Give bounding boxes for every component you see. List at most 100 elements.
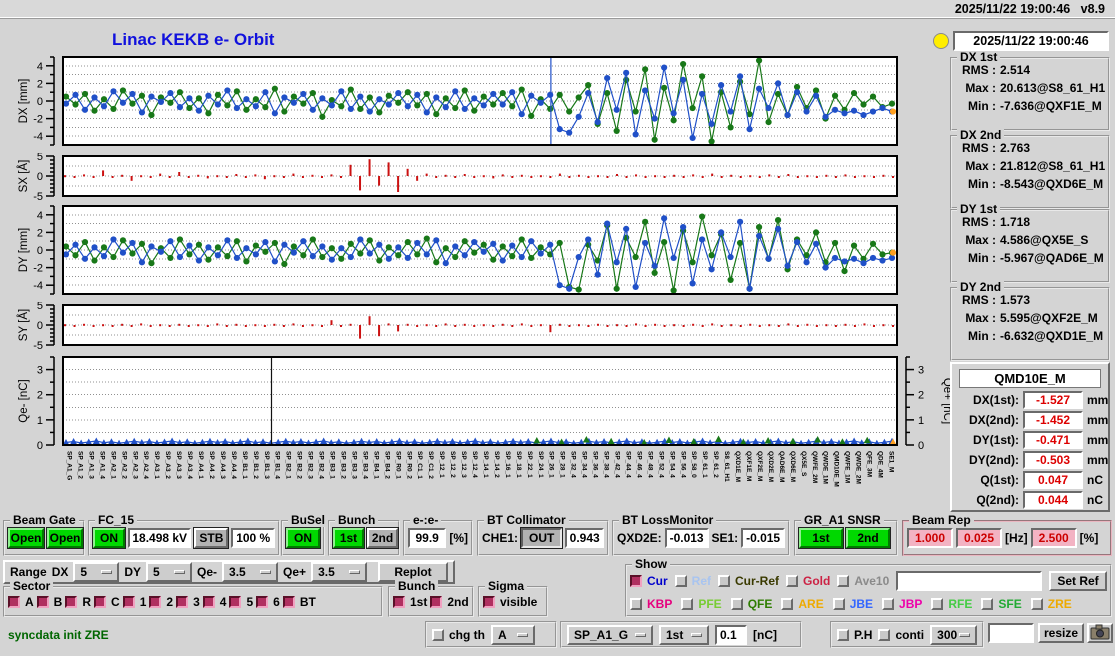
bpm-label: SP_22_1 (525, 451, 533, 478)
threshold-input[interactable] (715, 624, 747, 645)
ee-ratio-unit: [%] (449, 531, 468, 545)
sigma-checkbox-visible[interactable]: visible (483, 595, 537, 609)
bunch-checkbox-1st[interactable]: 1st (393, 595, 427, 609)
beam-gate-button-1[interactable]: Open (8, 528, 44, 548)
sector-checkbox-2[interactable]: 2 (149, 595, 173, 609)
show-checkbox-curref[interactable]: Cur-Ref (718, 574, 779, 588)
stat-min-label: Min : (968, 251, 996, 265)
snapshot-button[interactable] (1087, 623, 1113, 643)
beam-gate-button-2[interactable]: Open (47, 528, 83, 548)
stat-rms-label: RMS : (962, 293, 996, 307)
bpm-label: SP_12_3 (460, 451, 468, 478)
svg-text:0: 0 (37, 96, 43, 108)
sigma-checkbox-visible-box (483, 596, 495, 608)
show-checkbox-gold[interactable]: Gold (786, 574, 830, 588)
bpm-label: SP_14_1 (481, 451, 489, 478)
conti-checkbox[interactable]: conti (878, 628, 924, 642)
sector-checkbox-3[interactable]: 3 (176, 595, 200, 609)
sector-checkbox-4-box (202, 596, 215, 608)
bunch-checkbox-2nd[interactable]: 2nd (430, 595, 469, 609)
range-label: Range (10, 565, 47, 579)
show-checkbox-are[interactable]: ARE (781, 597, 824, 611)
chart-qe-charge: 3 2 1 0 Qe- [nC] 3 2 1 0 Qe+ [nC] (0, 354, 958, 449)
show-checkbox-pfe[interactable]: PFE (681, 597, 722, 611)
option-menu-dash-icon (635, 632, 646, 637)
show-checkbox-kbp-box (630, 598, 642, 610)
bpm-label: SP_C1_1 (416, 451, 424, 479)
sector-checkbox-r[interactable]: R (65, 595, 91, 609)
bt-collimator-out-button[interactable]: OUT (521, 528, 563, 548)
stat-min: Min : -6.632@QXD1E_M (958, 329, 1108, 343)
bpm-label: SP_A1_4 (98, 451, 106, 479)
sector-checkbox-a-label: A (25, 595, 34, 609)
svg-text:5: 5 (37, 153, 43, 163)
stat-min-value: -6.632@QXD1E_M (1000, 329, 1104, 343)
fc15-stb-button[interactable]: STB (194, 528, 229, 548)
range-dropdown-3[interactable]: 3.5 (311, 562, 368, 582)
show-checkbox-jbp-box (882, 598, 895, 610)
bpm-select-dropdown[interactable]: SP_A1_G (567, 624, 653, 645)
stat-max: Max : 5.595@QXF2E_M (958, 311, 1108, 325)
bt-lossmonitor-frame: BT LossMonitor QXD2E: -0.013 SE1: -0.015 (612, 514, 790, 556)
sector-checkbox-bt[interactable]: BT (282, 595, 316, 609)
sector-checkbox-r-label: R (82, 595, 92, 609)
sector-checkbox-6[interactable]: 6 (256, 595, 280, 609)
range-dropdown-1[interactable]: 5 (146, 562, 193, 582)
gr-snsr-1st-button[interactable]: 1st (799, 528, 843, 548)
svg-text:SX [Å]: SX [Å] (17, 160, 30, 193)
beam-rep-unit-hz: [Hz] (1005, 531, 1028, 545)
show-checkbox-jbe[interactable]: JBE (832, 597, 873, 611)
sector-checkbox-5[interactable]: 5 (229, 595, 253, 609)
chg-th-sector-dropdown[interactable]: A (491, 624, 535, 645)
bpm-label: SP_54_4 (668, 451, 676, 478)
set-ref-input[interactable] (896, 571, 1042, 591)
bpm-label: S8_61_H1 (723, 451, 731, 482)
svg-text:1: 1 (918, 415, 924, 427)
show-checkbox-rfe-box (931, 598, 944, 610)
chg-th-checkbox[interactable]: chg th (432, 628, 485, 642)
show-checkbox-jbp[interactable]: JBP (882, 597, 922, 611)
sector-checkbox-b-label: B (53, 595, 63, 609)
bpm-label: SP_32_4 (569, 451, 577, 478)
ph-checkbox[interactable]: P.H (837, 628, 872, 642)
bpm-label: SP_56_4 (679, 451, 687, 478)
show-checkbox-cur-box (630, 575, 642, 587)
range-dropdown-2[interactable]: 3.5 (222, 562, 279, 582)
bunch-2nd-button[interactable]: 2nd (367, 528, 398, 548)
sector-checkbox-4[interactable]: 4 (202, 595, 227, 609)
resize-button[interactable]: resize (1038, 623, 1084, 643)
sector-checkbox-1[interactable]: 1 (122, 595, 146, 609)
sector-checkbox-3-box (176, 596, 189, 608)
bt-collimator-frame: BT Collimator CHE1: OUT 0.943 (477, 514, 609, 556)
bpm-label: QDE_4M (876, 451, 884, 478)
show-checkbox-zre[interactable]: ZRE (1030, 597, 1072, 611)
statusbar-extra-input[interactable] (988, 623, 1034, 643)
show-checkbox-kbp[interactable]: KBP (630, 597, 672, 611)
interval-dropdown[interactable]: 300 (930, 624, 977, 645)
stat-min-value: -7.636@QXF1E_M (1000, 99, 1102, 113)
bpm-label: SP_36_4 (591, 451, 599, 478)
show-checkbox-curref-box (718, 575, 731, 587)
sector-checkbox-a[interactable]: A (8, 595, 34, 609)
show-checkbox-cur[interactable]: Cur (630, 574, 668, 588)
gr-snsr-2nd-button[interactable]: 2nd (846, 528, 890, 548)
threshold-group: SP_A1_G 1st [nC] (560, 621, 802, 648)
range-dropdown-0[interactable]: 5 (73, 562, 120, 582)
fc15-on-button[interactable]: ON (93, 528, 125, 548)
show-checkbox-sfe[interactable]: SFE (981, 597, 1022, 611)
sector-checkbox-bt-label: BT (299, 595, 316, 609)
svg-text:0: 0 (37, 320, 43, 332)
busel-on-button[interactable]: ON (286, 528, 320, 548)
sector-checkbox-c[interactable]: C (94, 595, 120, 609)
show-checkbox-ref[interactable]: Ref (674, 574, 711, 588)
chart-dy-orbit: 4 2 0 -2 -4 DY [mm] (0, 203, 958, 298)
show-checkbox-ave10[interactable]: Ave10 (837, 574, 889, 588)
sector-checkbox-b[interactable]: B (36, 595, 63, 609)
bunch-1st-button[interactable]: 1st (333, 528, 364, 548)
bpm-label: SP_24_1 (536, 451, 544, 478)
bunch-select-dropdown[interactable]: 1st (659, 624, 709, 645)
show-checkbox-qfe[interactable]: QFE (730, 597, 772, 611)
sector-checkbox-4-label: 4 (219, 595, 227, 609)
show-checkbox-rfe[interactable]: RFE (931, 597, 972, 611)
set-ref-button[interactable]: Set Ref (1049, 571, 1107, 591)
